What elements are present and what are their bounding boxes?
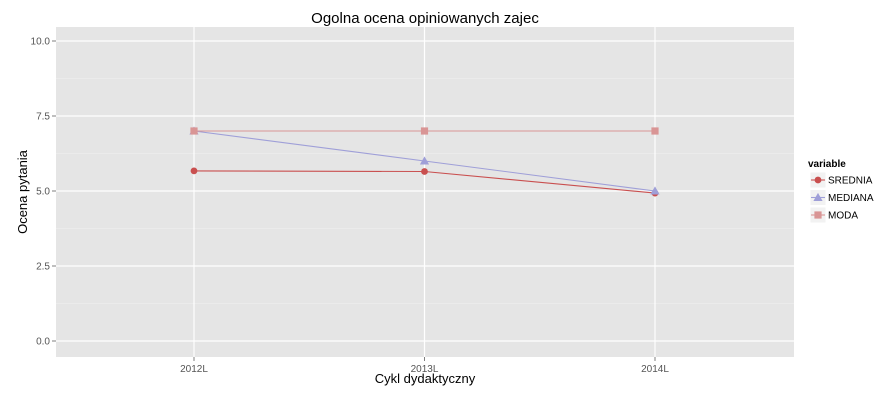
series-layer [189,126,660,197]
data-point-mediana [650,186,660,195]
y-tick-label: 5.0 [36,187,50,198]
data-point-srednia [190,167,198,175]
y-tick-label: 10.0 [31,37,51,48]
legend-item-srednia: SREDNIA [809,171,873,189]
chart-title: Ogolna ocena opiniowanych zajec [311,10,539,27]
x-axis-title: Cykl dydaktyczny [375,371,476,386]
legend-label-moda: MODA [828,211,858,222]
y-tick-label: 7.5 [36,112,50,123]
legend-marker-mediana [813,192,823,201]
legend-label-mediana: MEDIANA [828,193,874,204]
legend-marker-moda [814,211,822,219]
series-moda [190,127,659,135]
data-point-moda [651,127,659,135]
legend-item-mediana: MEDIANA [809,189,874,206]
data-point-moda [420,127,429,135]
data-point-srednia [421,168,428,175]
data-point-mediana [419,156,430,165]
legend: variable SREDNIA MEDIANA MODA [808,159,874,224]
legend-title: variable [808,159,846,170]
y-tick-label: 0.0 [36,337,50,348]
x-axis-ticks: 2012L 2013L 2014L [180,357,669,375]
legend-item-moda: MODA [809,206,858,224]
x-tick-label: 2013L [411,364,439,375]
x-tick-label: 2012L [180,364,208,375]
legend-label-srednia: SREDNIA [828,176,873,187]
major-gridlines [56,27,794,357]
data-point-moda [190,127,198,135]
x-tick-label: 2014L [641,364,669,375]
y-axis-ticks: 0.0 2.5 5.0 7.5 10.0 [31,37,56,348]
y-axis-title: Ocena pytania [15,149,30,234]
legend-marker-srednia [814,176,822,184]
y-tick-label: 2.5 [36,262,50,273]
